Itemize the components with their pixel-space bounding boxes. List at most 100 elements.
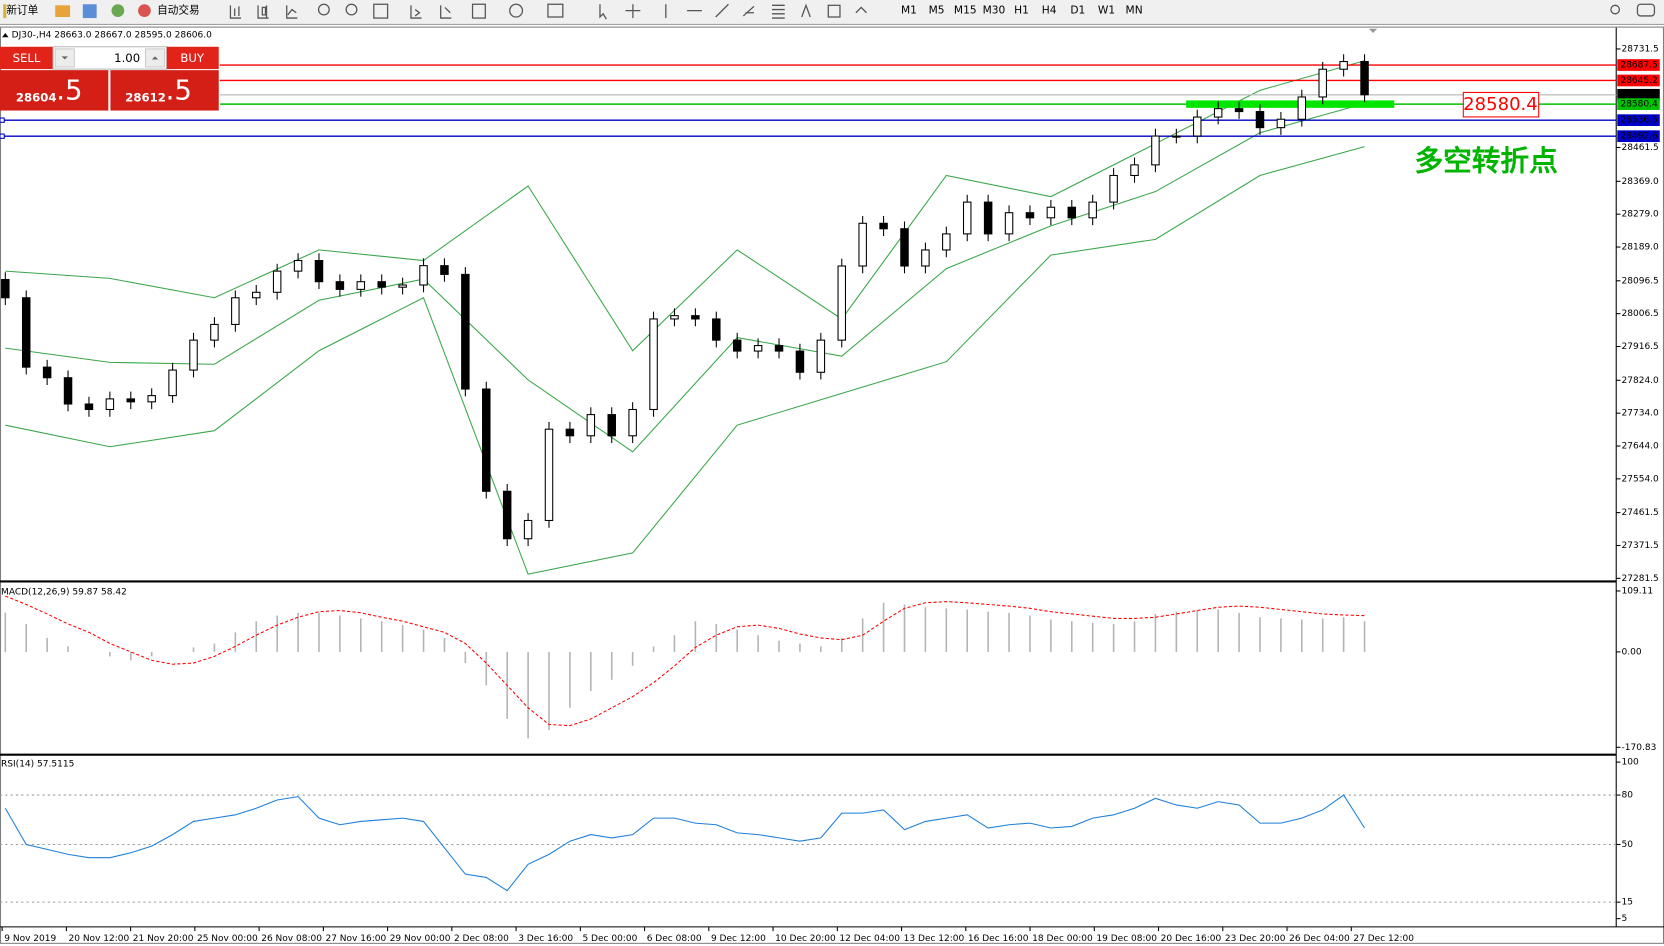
line-chart-tool[interactable] [286,5,298,19]
candle-body [440,265,449,275]
label-tool[interactable] [827,4,841,18]
x-tick-label: 18 Dec 00:00 [1032,934,1093,944]
toolbar [0,0,1664,25]
timeframe-button[interactable]: M30 [983,4,1006,17]
level-label-bg [1617,98,1660,110]
toolbar-tools[interactable] [229,3,1656,20]
x-tick-label: 10 Dec 20:00 [775,934,836,944]
candle-body [774,345,784,352]
periods-tool[interactable] [509,3,524,18]
zoom-out-tool[interactable] [345,3,358,16]
x-tick-label: 5 Dec 00:00 [582,934,637,944]
timeframe-button[interactable]: H4 [1042,4,1057,17]
y-tick-label: 80 [1622,791,1634,801]
timeframe-button[interactable]: MN [1126,4,1143,17]
trendline-tool[interactable] [715,3,729,18]
toolbar-icon[interactable] [82,4,97,19]
buy-price-box[interactable] [110,70,219,111]
text-tool[interactable] [801,3,811,18]
zoom-in-tool[interactable] [317,3,330,16]
candle-body [732,339,742,352]
channel-tool[interactable] [742,5,755,17]
x-tick-label: 23 Dec 20:00 [1225,934,1286,944]
indicators-tool[interactable] [471,3,486,19]
sell-button[interactable] [0,46,54,70]
level-handle [0,117,5,123]
y-tick-label: 0.00 [1622,647,1642,657]
shift-tool[interactable] [440,5,452,19]
candle-body [1234,108,1244,113]
bollinger-lower [5,146,1365,575]
timeframe-button[interactable]: W1 [1098,4,1115,17]
new-order-icon[interactable] [3,4,7,19]
timeframe-button[interactable]: M1 [901,4,917,17]
candle-body [712,318,721,341]
candle-body [523,519,533,540]
sell-price-box[interactable] [0,70,109,111]
sell-label[interactable]: SELL [13,51,41,65]
candle-body [1255,111,1265,129]
candle-body [377,281,386,288]
level-label-bg [1617,130,1660,143]
x-tick-label: 29 Nov 00:00 [390,934,451,944]
templates-tool[interactable] [547,3,564,18]
timeframe-button[interactable]: M15 [954,4,977,17]
bar-chart-tool[interactable] [229,5,242,19]
y-tick-label: 27554.0 [1622,474,1660,484]
x-tick-label: 26 Dec 04:00 [1289,934,1350,944]
pivot-note: 多空转折点 [1414,144,1557,178]
x-tick-label: 27 Dec 12:00 [1353,934,1414,944]
toolbar-icon[interactable] [55,5,71,18]
candle-body [168,369,177,397]
auto-trading-button[interactable]: 自动交易 [157,4,199,17]
x-tick-label: 25 Nov 00:00 [197,934,258,944]
fibo-tool[interactable] [772,4,785,19]
level-label: 28492.6 [1620,132,1658,142]
candle-body [356,281,366,290]
arrows-tool[interactable] [855,6,867,14]
search-tool[interactable] [1610,4,1621,15]
candle-body [1297,96,1307,120]
timeframe-button[interactable]: M5 [929,4,945,17]
timeframe-bar: M1 M5 M15 M30 H1 H4 D1 W1 MN [901,4,1143,17]
bollinger-upper [5,60,1365,352]
price-annotation-box [1462,91,1540,118]
candle-body [1318,68,1327,98]
toolbar-icon[interactable] [111,4,125,18]
y-tick-label: 28006.5 [1622,309,1659,319]
crosshair-tool[interactable] [625,4,641,19]
y-tick-label: 28189.0 [1622,243,1660,253]
candle-body [189,339,198,371]
y-tick-label: 50 [1622,840,1634,850]
y-tick-label: 27281.5 [1622,574,1659,584]
timeframe-button[interactable]: D1 [1070,4,1085,17]
scroll-tool[interactable] [410,5,422,19]
level-handle [0,133,5,139]
shift-marker [1368,28,1378,33]
y-tick-label: 100 [1622,758,1639,768]
candle-body [837,265,847,341]
auto-trading-icon[interactable] [138,4,151,18]
x-tick-label: 16 Dec 16:00 [968,934,1029,944]
chat-tool[interactable] [1636,3,1656,17]
lot-value[interactable]: 1.00 [114,51,140,65]
candle-body [628,408,637,437]
price-annotation: 28580.4 [1463,94,1538,115]
candle-tool[interactable] [257,5,269,19]
new-order-button[interactable]: 新订单 [6,4,38,17]
x-tick-label: 20 Dec 16:00 [1161,934,1222,944]
buy-label[interactable]: BUY [180,51,205,65]
cursor-tool[interactable] [599,4,607,20]
candle-body [1213,108,1223,118]
buy-price-fraction: .5 [166,73,192,106]
candle-body [231,297,240,325]
candle-body [670,315,679,320]
buy-button[interactable] [166,46,219,70]
candle-body [649,318,658,411]
tile-tool[interactable] [373,3,389,19]
timeframe-button[interactable]: H1 [1014,4,1029,17]
candle-body [544,428,554,522]
candle-body [398,284,407,288]
x-tick-label: 9 Dec 12:00 [711,934,766,944]
